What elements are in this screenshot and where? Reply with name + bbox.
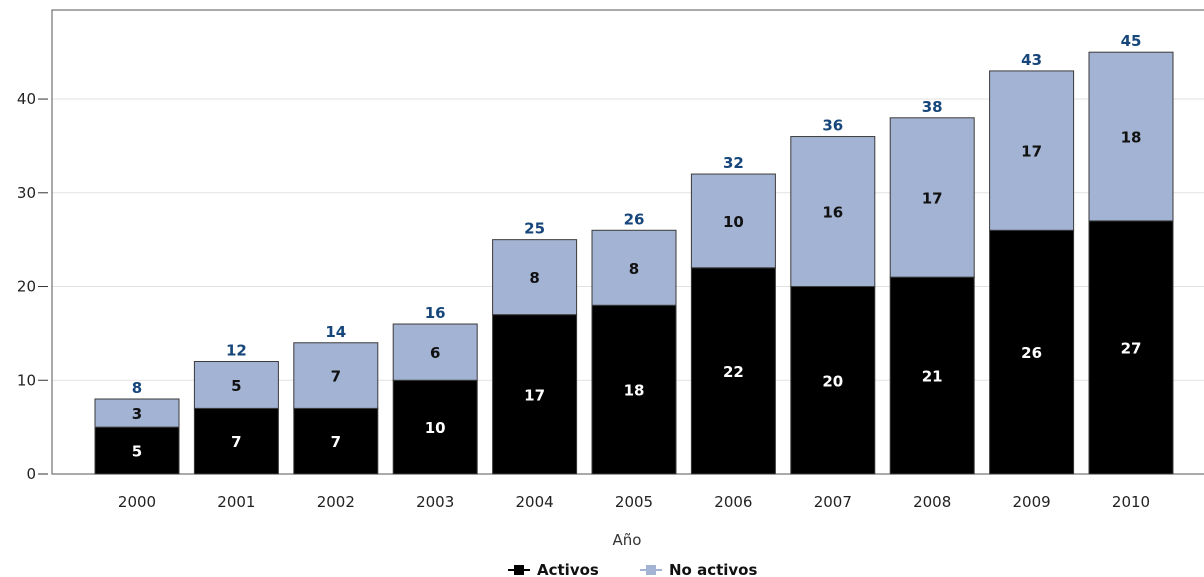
legend-item-no-activos: No activos [640,561,757,577]
bar-label-no-activos-2000: 3 [132,405,142,423]
bar-no-activos-2010 [1088,51,1174,222]
legend-label-activos: Activos [537,561,599,577]
bar-group-2002: 7 7 14 [293,323,379,475]
bar-activos-2006 [690,267,776,475]
total-label-2006: 32 [723,154,744,172]
bar-group-2004: 17 8 25 [492,220,578,475]
y-tick-label-0: 0 [26,465,36,483]
bar-label-no-activos-2010: 18 [1121,129,1142,147]
bar-label-no-activos-2009: 17 [1021,143,1042,161]
bar-group-2005: 18 8 26 [591,210,677,475]
bar-no-activos-2003 [392,323,478,381]
y-tick-label-20: 20 [17,278,36,296]
x-tick-label-2000: 2000 [118,493,156,511]
bar-no-activos-2000 [94,398,180,428]
bar-no-activos-2004 [492,239,578,316]
y-tick-label-10: 10 [17,371,36,389]
legend: Activos No activos [508,561,757,577]
total-label-2000: 8 [132,379,142,397]
bar-no-activos-2009 [989,70,1075,231]
x-tick-label-2006: 2006 [714,493,752,511]
bar-activos-2003 [392,379,478,475]
x-tick-label-2002: 2002 [317,493,355,511]
bar-label-activos-2006: 22 [723,363,744,381]
bar-label-no-activos-2006: 10 [723,213,744,231]
bar-label-activos-2009: 26 [1021,344,1042,362]
x-axis: 2000 2001 2002 2003 2004 2005 2006 2007 2008 2009… [118,493,1150,511]
bar-label-activos-2001: 7 [231,433,241,451]
bar-group-2009: 26 17 43 [989,51,1075,475]
total-label-2003: 16 [425,304,446,322]
y-axis: 0 10 20 30 40 [17,90,48,483]
total-label-2009: 43 [1021,51,1042,69]
legend-swatch-no-activos [646,565,656,575]
bar-activos-2010 [1088,220,1174,475]
legend-label-no-activos: No activos [669,561,757,577]
bar-label-no-activos-2007: 16 [822,204,843,222]
bar-no-activos-2001 [193,361,279,409]
total-label-2008: 38 [922,98,943,116]
total-label-2010: 45 [1121,32,1142,50]
total-label-2001: 12 [226,342,247,360]
bar-no-activos-2007 [790,136,876,288]
bar-group-2008: 21 17 38 [889,98,975,475]
x-tick-label-2008: 2008 [913,493,951,511]
bar-activos-2005 [591,304,677,475]
bar-no-activos-2005 [591,229,677,306]
y-tick-label-40: 40 [17,90,36,108]
bar-label-activos-2004: 17 [524,386,545,404]
legend-swatch-activos [514,565,524,575]
x-tick-label-2001: 2001 [217,493,255,511]
bar-activos-2001 [193,407,279,475]
bar-group-2000: 5 3 8 [94,379,180,475]
bar-no-activos-2008 [889,117,975,278]
bar-label-no-activos-2002: 7 [331,368,341,386]
bar-activos-2004 [492,314,578,475]
x-tick-label-2007: 2007 [814,493,852,511]
bar-label-no-activos-2004: 8 [529,269,539,287]
bar-label-activos-2000: 5 [132,443,142,461]
bar-activos-2009 [989,229,1075,475]
y-tick-label-30: 30 [17,184,36,202]
x-tick-label-2004: 2004 [516,493,554,511]
total-label-2004: 25 [524,220,545,238]
bar-group-2006: 22 10 32 [690,154,776,475]
total-label-2002: 14 [325,323,346,341]
bar-label-activos-2003: 10 [425,419,446,437]
bar-group-2007: 20 16 36 [790,117,876,475]
bar-label-activos-2008: 21 [922,368,943,386]
bar-no-activos-2006 [690,173,776,269]
bar-no-activos-2002 [293,342,379,409]
bar-label-no-activos-2005: 8 [629,260,639,278]
bar-label-no-activos-2008: 17 [922,189,943,207]
bar-label-no-activos-2003: 6 [430,344,440,362]
bar-group-2003: 10 6 16 [392,304,478,475]
total-label-2007: 36 [822,117,843,135]
bar-label-activos-2007: 20 [822,372,843,390]
bar-group-2010: 27 18 45 [1088,32,1174,475]
x-tick-label-2009: 2009 [1013,493,1051,511]
bar-activos-2002 [293,407,379,475]
bar-group-2001: 7 5 12 [193,342,279,475]
x-tick-label-2010: 2010 [1112,493,1150,511]
bar-label-no-activos-2001: 5 [231,377,241,395]
x-axis-title: Año [613,531,642,549]
bar-label-activos-2005: 18 [624,382,645,400]
bars: 5387512771410616178251882622103220163621… [94,32,1174,475]
x-tick-label-2003: 2003 [416,493,454,511]
bar-label-activos-2002: 7 [331,433,341,451]
bar-activos-2008 [889,276,975,475]
x-tick-label-2005: 2005 [615,493,653,511]
total-label-2005: 26 [624,210,645,228]
bar-label-activos-2010: 27 [1121,339,1142,357]
legend-item-activos: Activos [508,561,599,577]
